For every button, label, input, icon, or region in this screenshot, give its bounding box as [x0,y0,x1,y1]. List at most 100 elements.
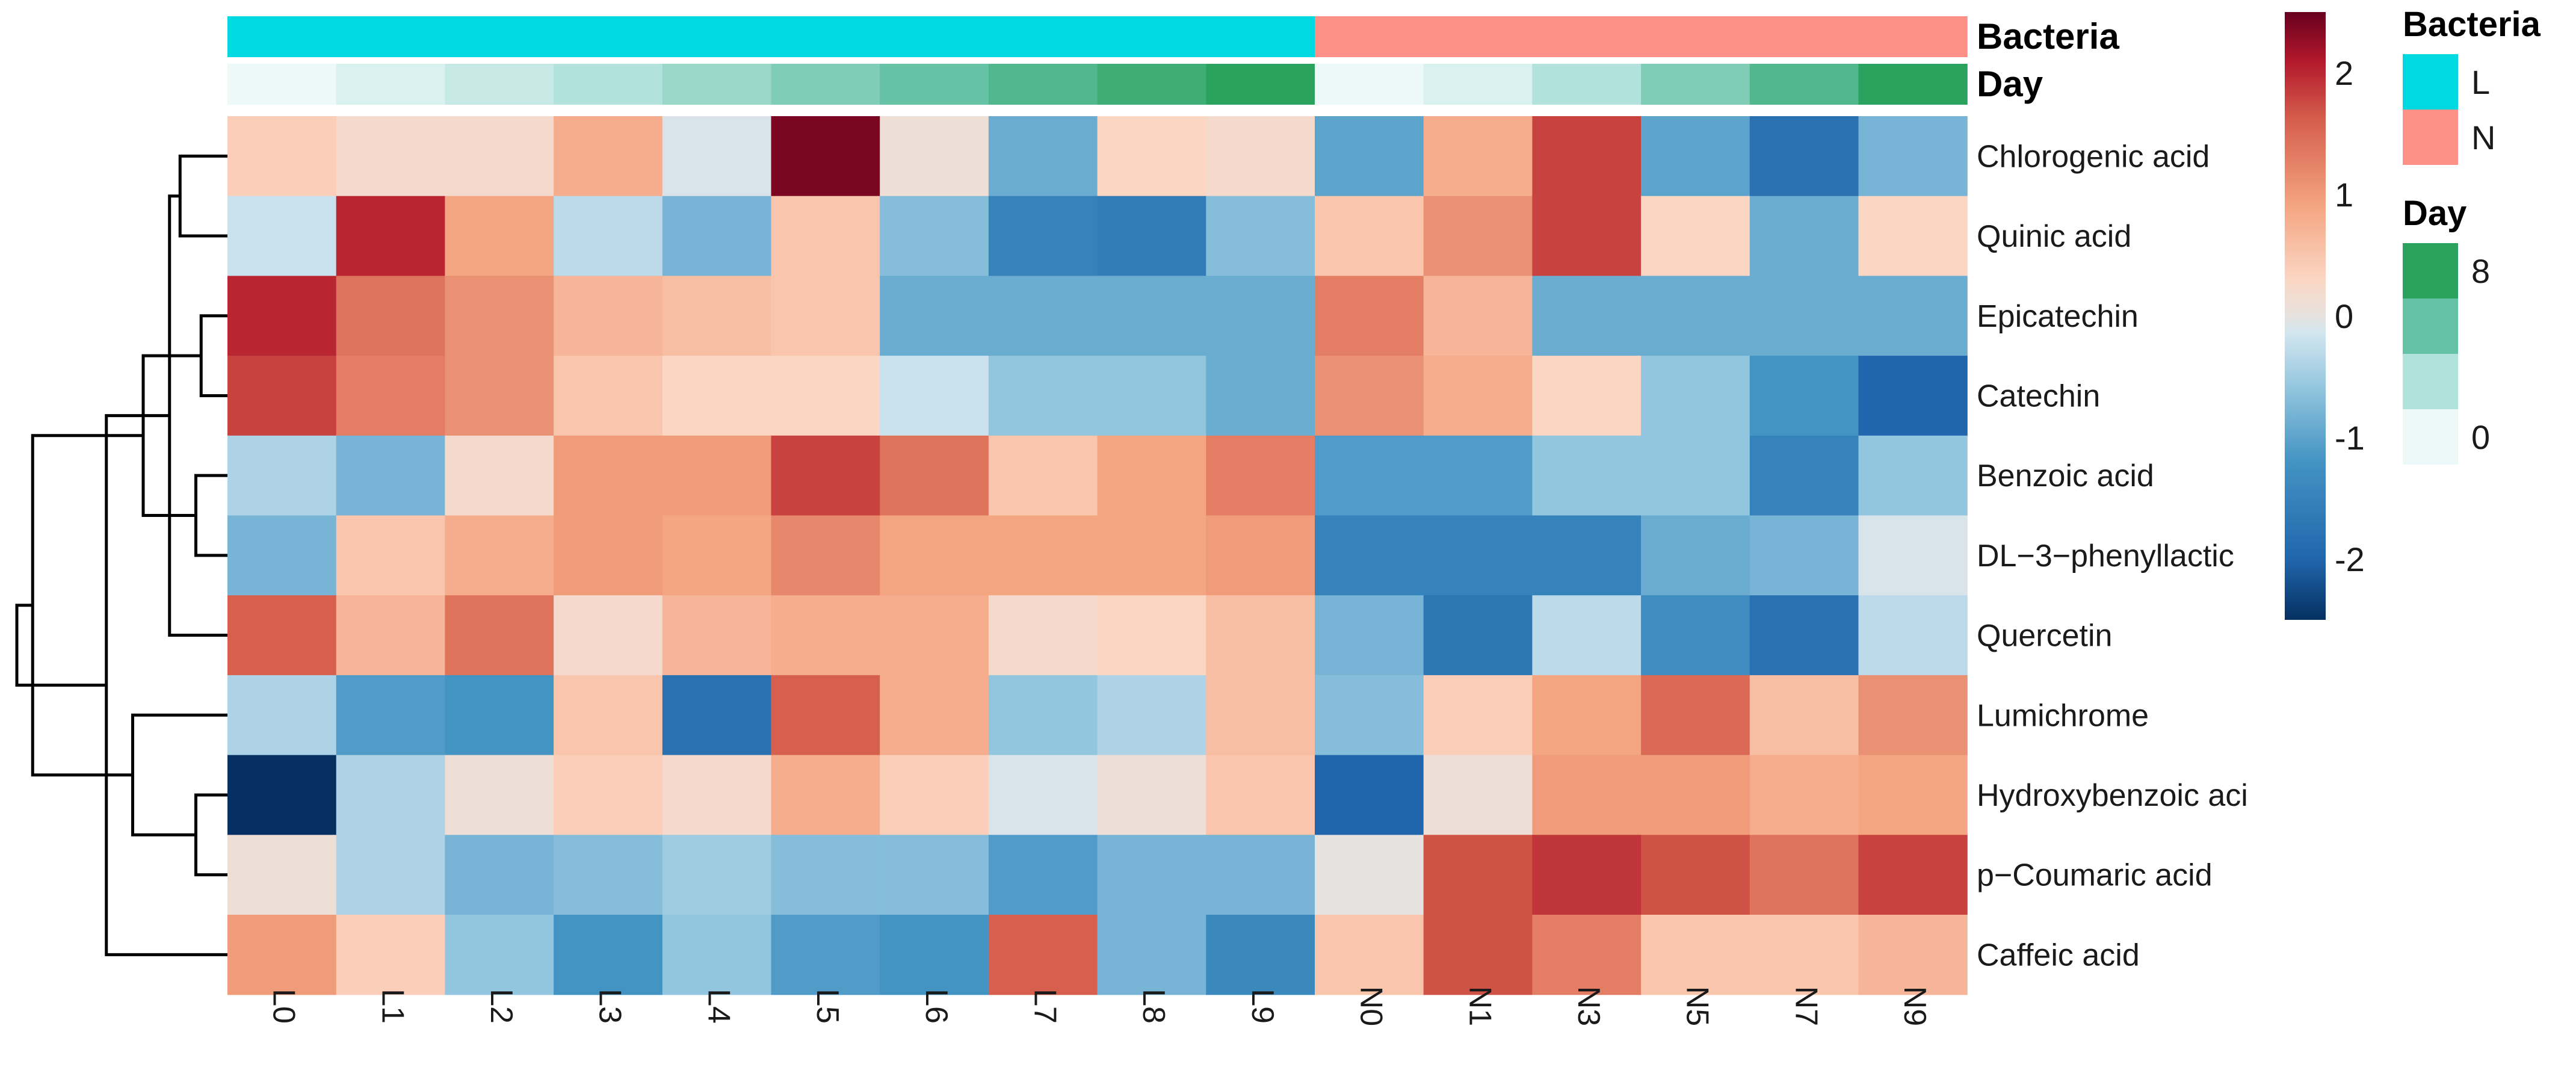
heatmap-cell [771,356,880,436]
heatmap-cell [1858,915,1968,995]
heatmap-cell [1097,915,1206,995]
heatmap-cell [1097,276,1206,356]
annotation-cell-bacteria [988,16,1098,57]
dendrogram-branch [178,154,227,238]
heatmap-cell [1423,595,1533,676]
column-label: L9 [1245,989,1280,1024]
heatmap-cell [1858,276,1968,356]
dendrogram-branch [131,713,227,837]
annotation-cell-day [1423,64,1533,105]
dendrogram-branch [194,474,227,557]
heatmap-cell [554,196,663,276]
heatmap-cell [227,595,337,676]
column-label: N1 [1462,986,1497,1026]
heatmap-cell [336,755,445,835]
heatmap-cell [445,356,554,436]
heatmap-cell [227,915,337,995]
annotation-tracks: Bacteria Day [227,16,2119,105]
heatmap-cell [1097,835,1206,915]
heatmap-cell [445,675,554,756]
heatmap-cell [988,915,1098,995]
column-label: L0 [267,989,301,1024]
heatmap-cell [1641,835,1750,915]
heatmap-cell [227,116,337,197]
heatmap-cell [1423,835,1533,915]
heatmap-cell [1749,675,1859,756]
heatmap-cell [1532,675,1642,756]
annotation-cell-bacteria [771,16,880,57]
heatmap-cell [771,435,880,516]
column-label: L2 [484,989,519,1024]
row-label: Quinic acid [1977,219,2131,254]
heatmap-cell [988,116,1098,197]
heatmap-cell [988,276,1098,356]
heatmap-cell [1641,116,1750,197]
heatmap-cell [988,196,1098,276]
heatmap-cell [554,755,663,835]
annotation-cell-day [1097,64,1206,105]
heatmap-cell [1532,276,1642,356]
heatmap-cell [1206,356,1315,436]
heatmap-cell [1206,755,1315,835]
heatmap-cell [1097,435,1206,516]
legend-title: Bacteria [2403,5,2541,44]
heatmap-cell [1532,435,1642,516]
heatmap-cell [1206,835,1315,915]
annotation-cell-day [1858,64,1968,105]
heatmap-cell [988,595,1098,676]
heatmap-cell [662,196,772,276]
heatmap-cell [1858,835,1968,915]
annotation-cell-day [1749,64,1859,105]
colorbar-legend: 2 1 0 -1 -2 [2285,12,2365,620]
column-label: N0 [1354,986,1389,1026]
heatmap-cell [1858,755,1968,835]
heatmap-cell [336,116,445,197]
heatmap-cell [336,595,445,676]
annotation-cell-day [880,64,989,105]
heatmap-cell [662,515,772,596]
column-label: L1 [375,989,410,1024]
heatmap-cell [445,835,554,915]
annotation-cell-day [988,64,1098,105]
colorbar-tick-label: -2 [2335,540,2365,578]
annotation-cell-day [227,64,337,105]
heatmap-cell [1206,675,1315,756]
heatmap-cell [445,116,554,197]
annotation-cell-bacteria [880,16,989,57]
row-label: Quercetin [1977,619,2112,654]
heatmap-cell [336,356,445,436]
heatmap-cell [445,515,554,596]
heatmap-cell [227,675,337,756]
annotation-cell-day [1315,64,1424,105]
heatmap-cell [1423,675,1533,756]
heatmap-cell [1641,675,1750,756]
annotation-cell-day [336,64,445,105]
heatmap-cell [1641,915,1750,995]
heatmap-cell [880,835,989,915]
heatmap-cell [1858,675,1968,756]
annotation-cell-bacteria [554,16,663,57]
heatmap-cell [662,116,772,197]
annotation-cell-day [1532,64,1642,105]
heatmap-cell [1315,515,1424,596]
heatmap-cell [1641,196,1750,276]
heatmap-cell [445,435,554,516]
heatmap-cell [1858,116,1968,197]
heatmap-cell [1423,915,1533,995]
column-label: L8 [1136,989,1171,1024]
heatmap-cell [1315,196,1424,276]
legend-swatch [2403,243,2458,298]
heatmap-cell [988,435,1098,516]
row-labels: Chlorogenic acid Quinic acid Epicatechin Ca… [1977,139,2248,973]
annotation-cell-day [1641,64,1750,105]
annotation-cell-bacteria [1315,16,1424,57]
column-label: L6 [919,989,954,1024]
heatmap-cell [1641,595,1750,676]
heatmap-cell [1532,356,1642,436]
heatmap-cell [336,435,445,516]
heatmap-cell [1423,755,1533,835]
dendrogram-branch [199,314,227,397]
heatmap-cell [1423,435,1533,516]
heatmap-cell [1206,515,1315,596]
